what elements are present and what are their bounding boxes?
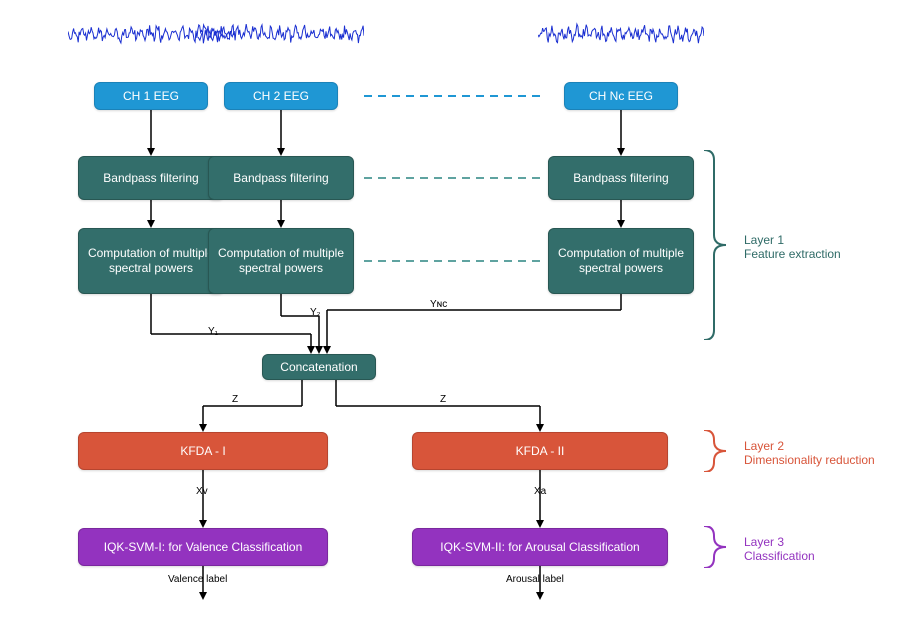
node-bandpass-2: Bandpass filtering (208, 156, 354, 200)
node-comp-2: Computation of multiple spectral powers (208, 228, 354, 294)
edge-label-y2: Y₂ (310, 307, 321, 318)
node-comp-1: Computation of multiple spectral powers (78, 228, 224, 294)
eeg-signal-ch1 (68, 14, 234, 50)
layer3-title: Layer 3 (744, 535, 784, 549)
node-ch3: CH Nc EEG (564, 82, 678, 110)
output-label-arousal: Arousal label (506, 574, 564, 585)
node-ch1: CH 1 EEG (94, 82, 208, 110)
layer1-subtitle: Feature extraction (744, 247, 841, 261)
brace-layer2 (704, 430, 726, 472)
node-svm-2: IQK-SVM-II: for Arousal Classification (412, 528, 668, 566)
node-svm-1: IQK-SVM-I: for Valence Classification (78, 528, 328, 566)
edge-label-y1: Y₁ (208, 326, 218, 337)
output-label-valence: Valence label (168, 574, 227, 585)
edge-label-z-left: Z (232, 394, 238, 405)
node-ch2: CH 2 EEG (224, 82, 338, 110)
brace-layer3 (704, 526, 726, 568)
node-kfda-1: KFDA - I (78, 432, 328, 470)
brace-layer1 (704, 150, 726, 340)
layer2-title: Layer 2 (744, 439, 784, 453)
eeg-signal-chNc (538, 14, 704, 50)
diagram-stage: CH 1 EEG CH 2 EEG CH Nc EEG Bandpass filter… (0, 0, 900, 637)
layer2-subtitle: Dimensionality reduction (744, 453, 875, 467)
node-bandpass-1: Bandpass filtering (78, 156, 224, 200)
node-concat: Concatenation (262, 354, 376, 380)
node-bandpass-3: Bandpass filtering (548, 156, 694, 200)
layer1-title: Layer 1 (744, 233, 784, 247)
eeg-signal-ch2 (198, 14, 364, 50)
node-comp-3: Computation of multiple spectral powers (548, 228, 694, 294)
edge-label-xa: Xa (534, 486, 546, 497)
edge-label-z-right: Z (440, 394, 446, 405)
node-kfda-2: KFDA - II (412, 432, 668, 470)
edge-label-xv: Xv (196, 486, 208, 497)
edge-label-ync: Yɴᴄ (430, 299, 447, 310)
layer3-subtitle: Classification (744, 549, 815, 563)
